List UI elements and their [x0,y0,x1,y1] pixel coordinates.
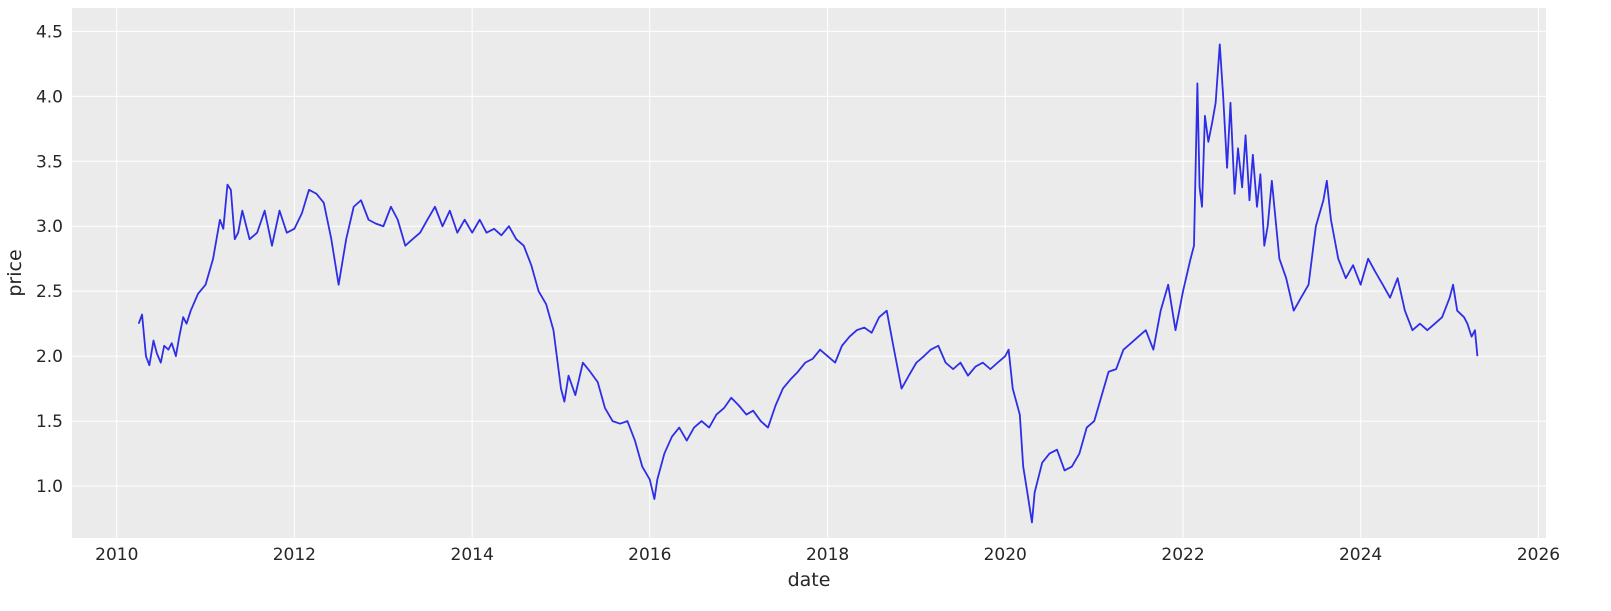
x-tick-label: 2026 [1517,545,1560,565]
y-tick-label: 1.5 [36,412,63,432]
tick-labels: 2010 2012 2014 2016 2018 2020 2022 2024 2026 1.0 1… [36,22,1560,565]
x-tick-label: 2018 [806,545,849,565]
x-tick-label: 2020 [984,545,1027,565]
x-tick-label: 2014 [451,545,494,565]
x-tick-label: 2024 [1339,545,1382,565]
y-tick-label: 3.5 [36,152,63,172]
grid-lines [72,8,1546,538]
x-tick-label: 2012 [273,545,316,565]
y-tick-label: 2.5 [36,282,63,302]
y-tick-label: 3.0 [36,217,63,237]
x-tick-label: 2010 [95,545,138,565]
x-axis-label: date [788,569,831,591]
price-line [137,43,1479,524]
y-tick-label: 4.5 [36,22,63,42]
y-tick-label: 4.0 [36,87,63,107]
x-tick-label: 2016 [628,545,671,565]
plot-area [72,8,1546,538]
y-axis-label: price [4,249,26,296]
y-tick-label: 1.0 [36,477,63,497]
y-tick-label: 2.0 [36,347,63,367]
x-tick-label: 2022 [1161,545,1204,565]
